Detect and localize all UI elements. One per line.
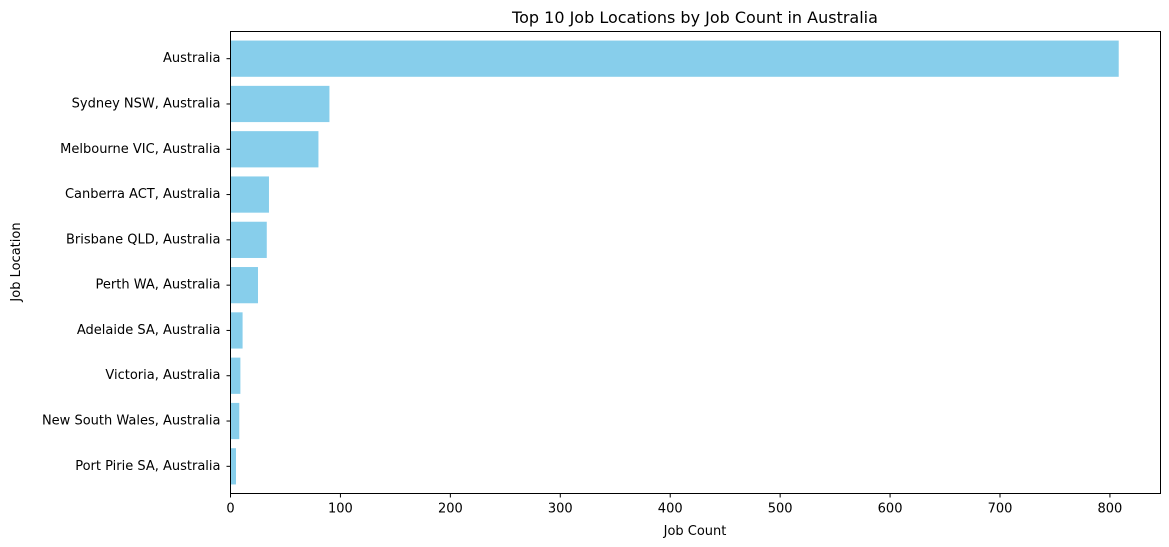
bar — [230, 85, 330, 123]
x-tick-label: 0 — [226, 502, 234, 517]
x-tick-label: 600 — [878, 502, 903, 517]
bar — [230, 267, 258, 304]
bar — [230, 40, 1119, 77]
bar — [230, 131, 319, 168]
bar — [230, 312, 243, 349]
y-tick-label: Melbourne VIC, Australia — [60, 142, 220, 157]
chart-title: Top 10 Job Locations by Job Count in Aus… — [511, 8, 878, 27]
x-tick-label: 500 — [768, 502, 793, 517]
x-tick-label: 300 — [548, 502, 573, 517]
y-tick-label: Sydney NSW, Australia — [72, 96, 221, 111]
y-tick-label: Brisbane QLD, Australia — [66, 232, 221, 247]
bar — [230, 448, 236, 485]
x-tick-label: 100 — [328, 502, 353, 517]
x-tick-label: 200 — [438, 502, 463, 517]
y-tick-label: Canberra ACT, Australia — [65, 187, 221, 202]
x-tick-label: 400 — [658, 502, 683, 517]
y-tick-label: New South Wales, Australia — [42, 414, 221, 429]
x-axis-label: Job Count — [663, 524, 727, 539]
y-tick-label: Australia — [163, 51, 221, 66]
y-tick-label: Port Pirie SA, Australia — [75, 459, 220, 474]
bars-group — [230, 40, 1119, 485]
bar — [230, 402, 240, 440]
y-axis-label: Job Location — [9, 222, 24, 302]
y-tick-label: Adelaide SA, Australia — [77, 323, 221, 338]
x-tick-label: 800 — [1098, 502, 1123, 517]
y-tick-label: Victoria, Australia — [105, 368, 220, 383]
y-tick-label: Perth WA, Australia — [96, 278, 221, 293]
x-axis-ticks: 0 100 200 300 400 500 600 700 800 — [226, 493, 1123, 517]
bar — [230, 221, 267, 258]
plot-frame — [230, 31, 1161, 494]
y-axis-ticks: Australia Sydney NSW, Australia Melbourne … — [42, 51, 231, 474]
bar — [230, 357, 241, 394]
x-tick-label: 700 — [988, 502, 1013, 517]
bar — [230, 176, 269, 213]
